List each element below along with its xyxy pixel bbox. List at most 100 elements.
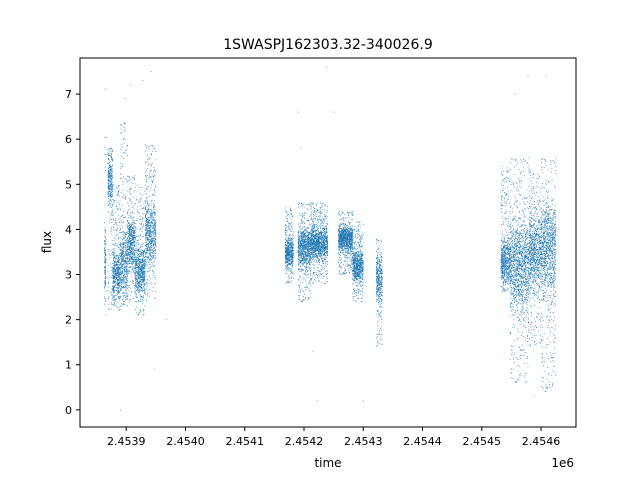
data-point <box>118 307 120 309</box>
data-point <box>140 239 141 241</box>
data-point <box>290 240 291 242</box>
data-point <box>297 290 299 292</box>
data-point <box>133 270 135 271</box>
data-point <box>305 298 306 299</box>
data-point <box>123 273 125 275</box>
data-point <box>299 265 301 267</box>
data-point <box>132 248 134 249</box>
data-point <box>125 271 127 273</box>
data-point <box>111 156 112 158</box>
data-point <box>302 248 304 250</box>
data-point <box>122 214 123 216</box>
data-point <box>120 252 122 254</box>
data-point <box>112 267 114 269</box>
data-point <box>145 224 147 226</box>
data-point <box>105 283 106 285</box>
data-point <box>289 244 291 245</box>
data-point <box>131 236 133 237</box>
data-point <box>134 253 136 255</box>
data-point <box>151 231 153 233</box>
data-point <box>120 247 122 249</box>
data-point <box>131 220 133 222</box>
data-point <box>122 239 124 241</box>
data-point <box>117 279 119 281</box>
data-point <box>287 266 289 268</box>
data-point <box>131 203 133 204</box>
data-point <box>302 231 304 233</box>
data-point <box>145 181 147 182</box>
data-point <box>145 233 146 235</box>
data-point <box>114 261 116 263</box>
data-point <box>149 256 151 258</box>
data-point <box>308 233 310 235</box>
data-point <box>127 258 129 260</box>
data-point <box>315 226 317 228</box>
data-point <box>137 282 139 284</box>
data-point <box>299 256 301 258</box>
data-point <box>285 232 287 234</box>
data-point <box>290 246 292 248</box>
data-point <box>286 254 288 256</box>
data-point <box>110 263 112 265</box>
data-point <box>113 292 114 293</box>
data-point <box>151 254 153 256</box>
data-point <box>152 249 153 251</box>
data-point <box>129 237 131 239</box>
data-point <box>304 238 306 240</box>
data-point <box>105 137 107 138</box>
data-point <box>142 274 143 276</box>
data-point <box>130 242 132 243</box>
data-point <box>112 290 114 291</box>
data-point <box>124 232 126 234</box>
data-point <box>306 284 307 286</box>
data-point <box>123 275 125 277</box>
data-point <box>153 199 155 201</box>
data-point <box>310 218 312 220</box>
data-point <box>151 242 153 244</box>
data-point <box>113 240 115 242</box>
data-point <box>133 228 135 229</box>
data-point <box>113 272 115 274</box>
data-point <box>134 272 136 274</box>
data-point <box>292 256 293 258</box>
data-point <box>140 278 142 280</box>
data-point <box>138 212 140 213</box>
data-point <box>138 276 140 278</box>
data-point <box>136 211 138 212</box>
data-point <box>152 256 154 257</box>
data-point <box>113 277 115 279</box>
data-point <box>119 200 121 202</box>
data-point <box>136 277 137 279</box>
data-point <box>147 253 149 255</box>
data-point <box>120 191 122 193</box>
data-point <box>111 293 113 295</box>
data-point <box>116 261 118 263</box>
data-point <box>150 233 151 235</box>
data-point <box>145 253 147 255</box>
data-point <box>150 259 152 261</box>
data-point <box>149 263 151 265</box>
data-point <box>142 290 143 292</box>
data-point <box>117 276 119 278</box>
data-point <box>302 215 303 217</box>
data-point <box>148 231 149 233</box>
data-point <box>114 255 115 256</box>
data-point <box>119 298 121 299</box>
data-point <box>286 256 287 258</box>
data-point <box>117 266 119 268</box>
data-point <box>151 216 153 217</box>
data-point <box>139 216 141 217</box>
data-point <box>302 290 304 292</box>
data-point <box>134 186 136 188</box>
data-point <box>310 270 312 272</box>
data-point <box>105 273 107 275</box>
data-point <box>138 289 140 291</box>
data-point <box>105 300 107 302</box>
data-point <box>318 280 320 282</box>
data-point <box>154 231 156 233</box>
data-point <box>303 253 305 255</box>
data-point <box>284 254 286 256</box>
data-point <box>143 277 145 279</box>
data-point <box>109 206 111 208</box>
data-point <box>118 195 120 197</box>
